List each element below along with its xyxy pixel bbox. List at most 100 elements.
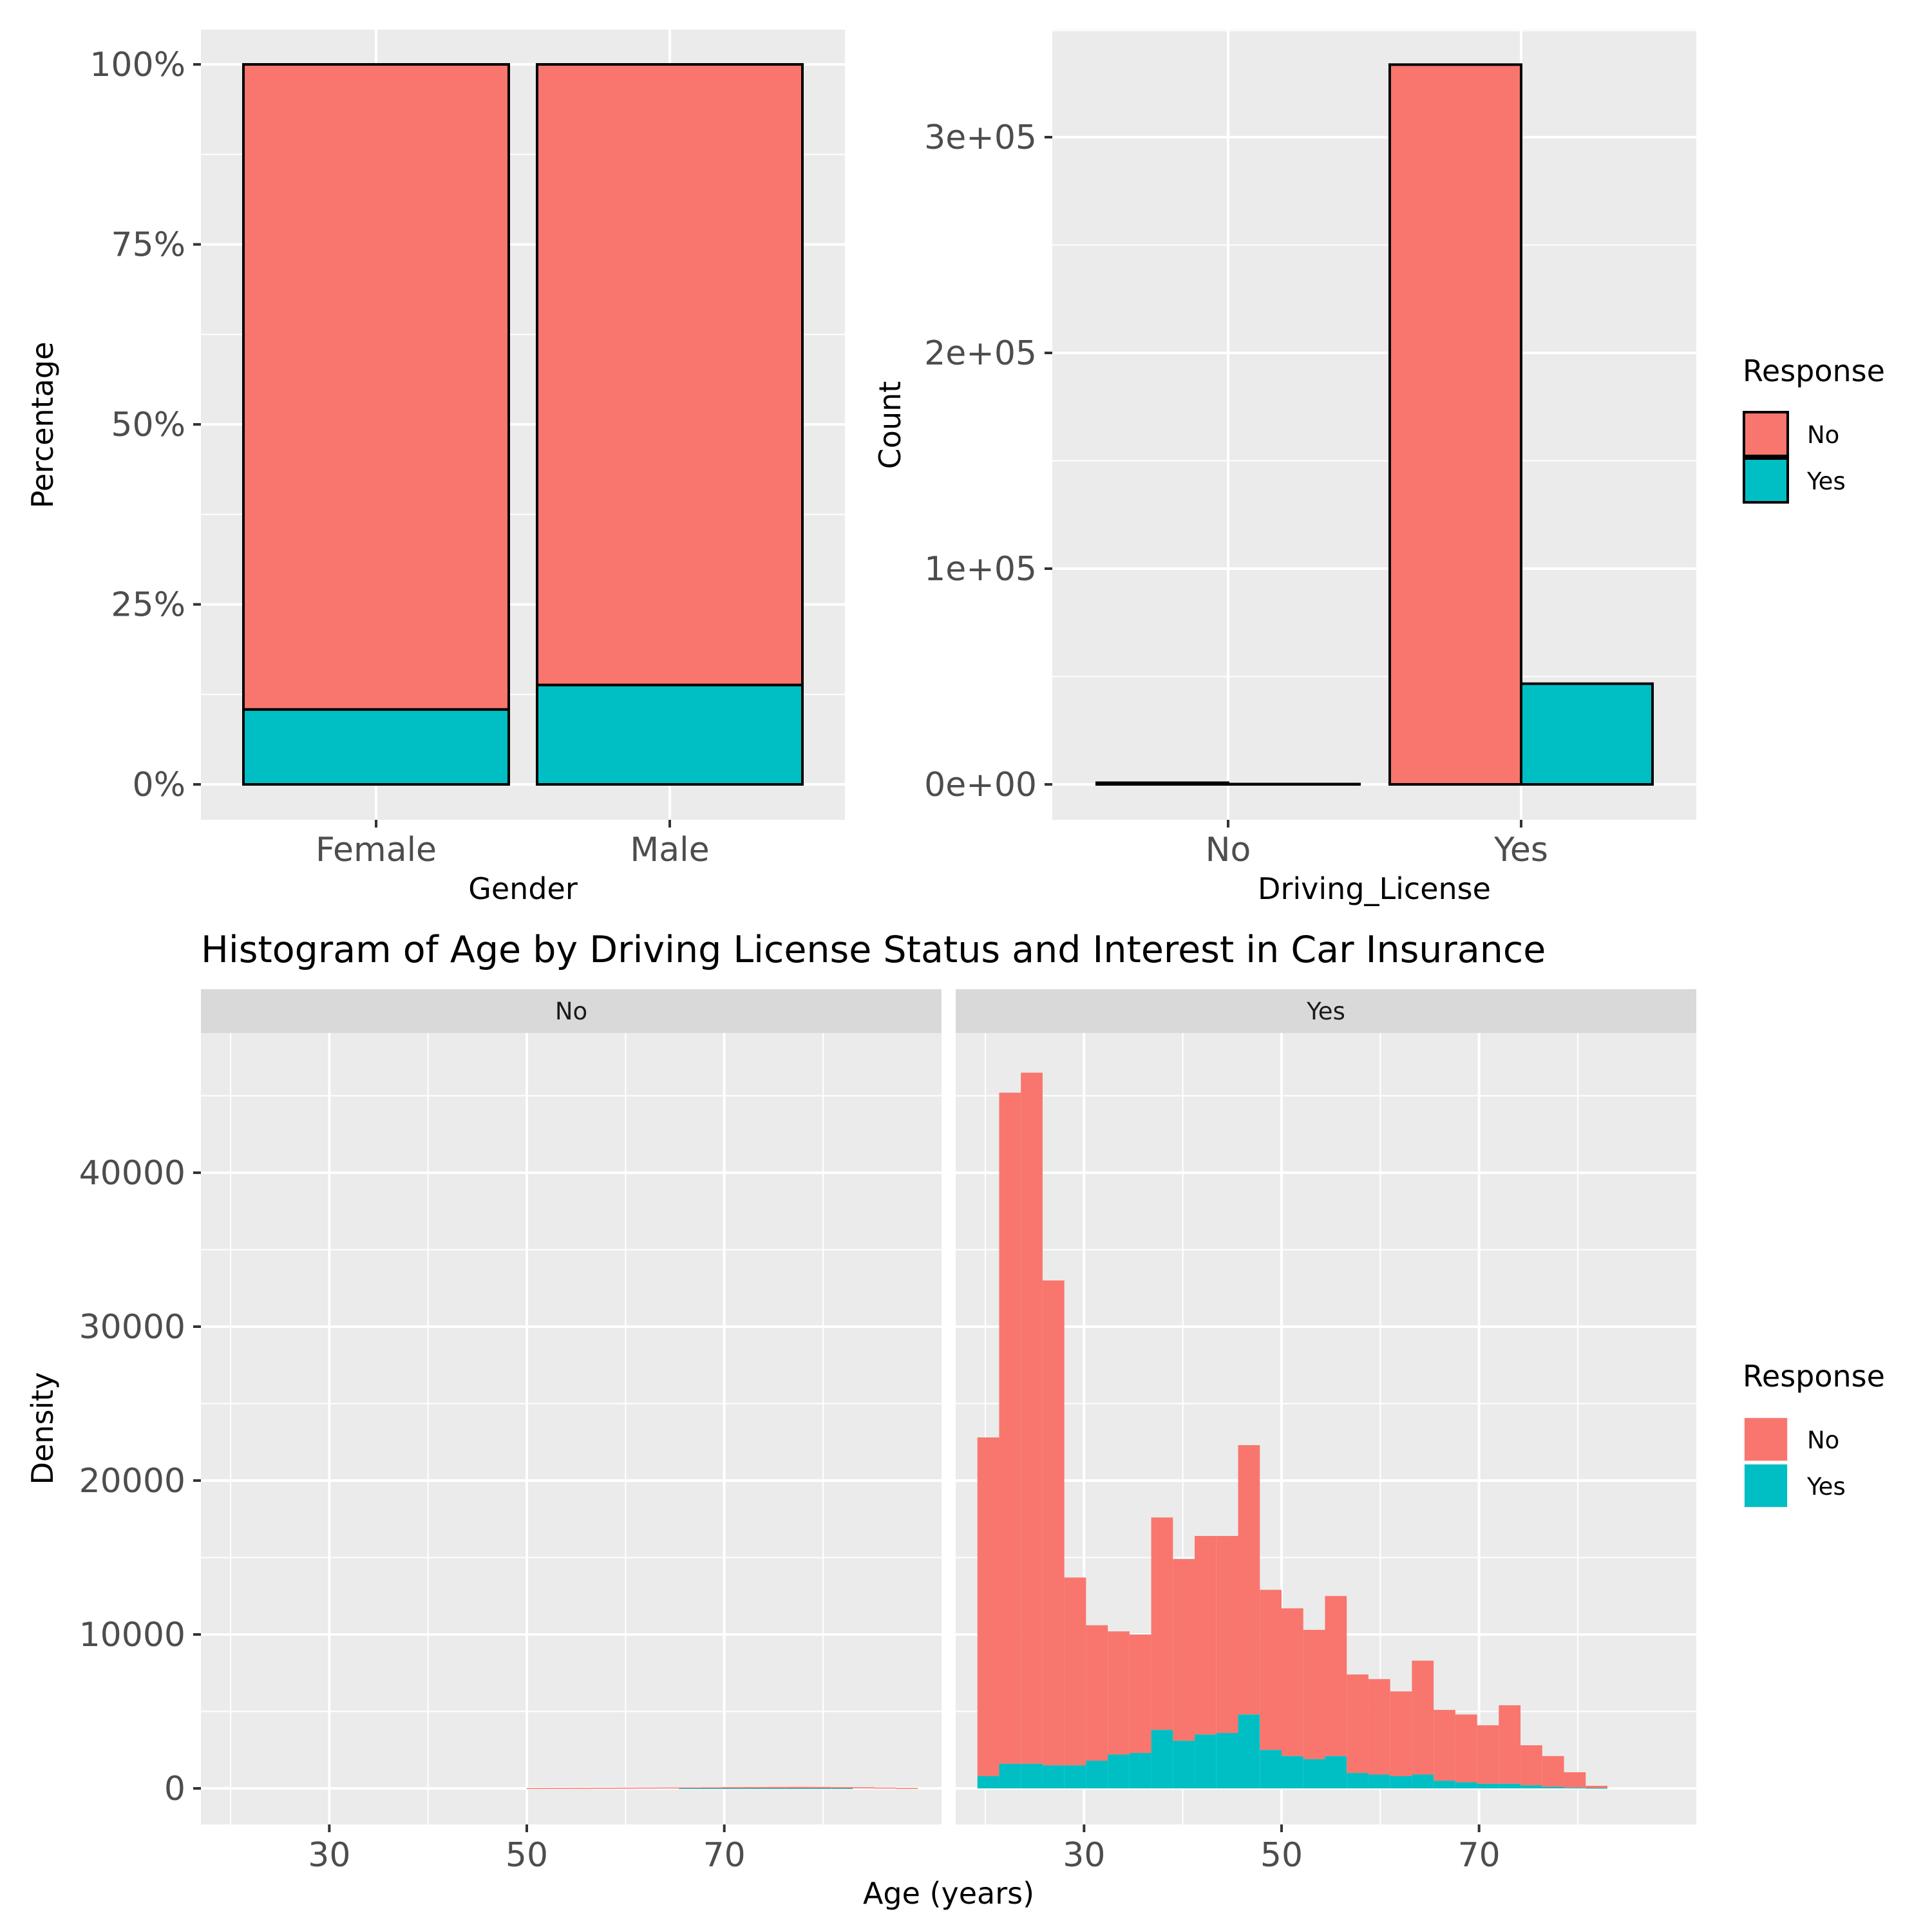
legend-top: Response No Yes	[1743, 354, 1885, 504]
facet-yes: Yes 30 50 70	[956, 989, 1696, 1875]
hist-bar-no	[722, 1787, 744, 1788]
x-tick-label: 30	[1063, 1836, 1105, 1875]
y-tick-label: 0%	[133, 766, 186, 804]
facet-strip-label: Yes	[1306, 998, 1345, 1025]
hist-bar-no	[999, 1092, 1021, 1764]
bar-male-yes	[536, 683, 804, 786]
hist-bar-yes	[1499, 1783, 1521, 1788]
hist-bar-no	[1368, 1679, 1390, 1775]
hist-bar-yes	[1260, 1750, 1282, 1788]
bar-female-yes	[242, 708, 510, 786]
x-tick-label: 30	[308, 1836, 350, 1875]
hist-bar-no	[1520, 1745, 1542, 1786]
hist-bar-no	[1216, 1536, 1238, 1733]
y-tick-label: 0e+00	[924, 766, 1037, 804]
x-axis-title: Gender	[468, 871, 578, 906]
facet-strip	[201, 989, 942, 1033]
hist-bar-no	[977, 1437, 999, 1776]
hist-bar-no	[1325, 1596, 1347, 1756]
hist-bar-no	[787, 1786, 810, 1788]
hist-bar-yes	[1282, 1756, 1303, 1788]
hist-bar-yes	[1303, 1759, 1325, 1788]
hist-bar-no	[1042, 1280, 1065, 1766]
hist-bar-yes	[744, 1788, 766, 1789]
hist-bar-no	[1086, 1625, 1108, 1761]
hist-bar-yes	[1216, 1732, 1238, 1788]
panel-gender: 0% 25% 50% 75% 100% Female Male Gender Percentag…	[25, 30, 845, 906]
hist-bar-no	[1477, 1725, 1499, 1784]
hist-bar-yes	[1390, 1776, 1412, 1788]
legend-label-yes: Yes	[1806, 468, 1846, 495]
bar-license-no-yes	[1227, 782, 1361, 786]
hist-bar-yes	[1086, 1760, 1108, 1788]
x-tick-label: Male	[630, 831, 709, 869]
y-axis-title: Count	[873, 381, 907, 469]
hist-bar-no	[1195, 1536, 1217, 1735]
y-axis-title: Percentage	[25, 342, 60, 509]
panel-driving-license: 0e+00 1e+05 2e+05 3e+05 No YesDriving_License…	[873, 30, 1696, 906]
x-tick-label: Female	[316, 831, 437, 869]
panel-background	[201, 1033, 942, 1824]
y-tick-label: 50%	[111, 406, 185, 444]
hist-bar-yes	[809, 1788, 831, 1789]
y-tick-label: 0	[164, 1770, 185, 1808]
hist-bar-yes	[722, 1788, 744, 1789]
bar-license-no-no	[1095, 781, 1229, 786]
y-tick-label: 25%	[111, 586, 185, 625]
legend-key-no	[1743, 1417, 1788, 1462]
x-tick-label: 70	[1458, 1836, 1501, 1875]
legend-key-no	[1743, 411, 1789, 457]
hist-bar-yes	[1042, 1765, 1065, 1788]
hist-bar-no	[896, 1788, 918, 1789]
facet-strip-label: No	[555, 998, 587, 1025]
x-tick-label: Yes	[1493, 831, 1548, 869]
hist-bar-no	[570, 1788, 592, 1789]
hist-bar-no	[1064, 1577, 1086, 1766]
hist-bar-no	[527, 1788, 549, 1790]
chart-title: Histogram of Age by Driving License Stat…	[201, 929, 1546, 971]
y-tick-label: 2e+05	[924, 334, 1037, 373]
y-tick-label: 75%	[111, 226, 185, 265]
hist-bar-no	[1021, 1072, 1043, 1764]
hist-bar-no	[874, 1787, 896, 1789]
hist-bar-no	[1173, 1558, 1195, 1741]
hist-bar-no	[1499, 1705, 1521, 1784]
hist-bar-no	[1282, 1608, 1303, 1756]
hist-bar-yes	[1520, 1785, 1542, 1788]
legend-key-yes	[1743, 457, 1789, 504]
hist-bar-yes	[1151, 1730, 1173, 1788]
legend-title: Response	[1743, 354, 1885, 388]
hist-bar-yes	[999, 1763, 1021, 1788]
hist-bar-yes	[1542, 1786, 1564, 1788]
hist-bar-no	[1564, 1772, 1586, 1788]
y-axis-title: Density	[25, 1372, 60, 1485]
hist-bar-yes	[766, 1788, 788, 1789]
facet-strip	[956, 989, 1696, 1033]
hist-bar-yes	[1477, 1783, 1499, 1788]
x-tick-label: 50	[1260, 1836, 1303, 1875]
x-axis-title: Age (years)	[863, 1876, 1034, 1911]
y-tick-label: 100%	[90, 46, 185, 84]
hist-bar-no	[744, 1786, 766, 1788]
hist-bar-no	[1347, 1674, 1368, 1774]
hist-bar-yes	[1325, 1756, 1347, 1788]
hist-bar-no	[548, 1788, 571, 1789]
hist-bar-yes	[1586, 1788, 1607, 1789]
hist-bar-yes	[787, 1788, 810, 1789]
hist-bar-no	[700, 1787, 723, 1788]
legend-label-no: No	[1807, 1426, 1839, 1454]
x-tick-label: 50	[506, 1836, 548, 1875]
hist-bar-no	[1108, 1631, 1130, 1755]
x-tick-label: No	[1206, 831, 1251, 869]
facet-no: No 30 50 70 0 10000 20000 30000 40000	[79, 989, 942, 1875]
y-tick-label: 40000	[79, 1154, 185, 1193]
hist-bar-no	[1586, 1785, 1607, 1788]
legend-label-no: No	[1807, 421, 1839, 449]
legend-key-yes	[1743, 1463, 1788, 1508]
hist-bar-yes	[1412, 1774, 1434, 1788]
legend-label-yes: Yes	[1806, 1473, 1846, 1501]
hist-bar-yes	[700, 1788, 723, 1789]
hist-bar-no	[853, 1787, 875, 1788]
